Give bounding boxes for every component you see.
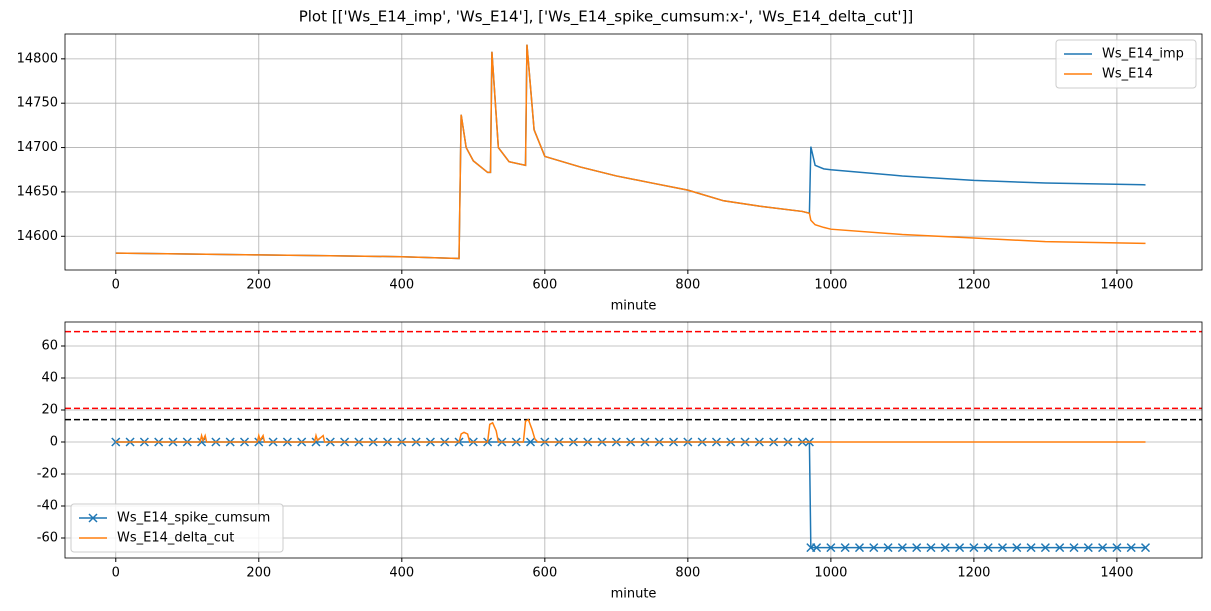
x-tick-label: 0: [112, 566, 120, 581]
legend-box: [70, 503, 284, 553]
x-tick-label: 1000: [814, 278, 847, 293]
y-tick-label: 14600: [17, 229, 58, 244]
marker: [1026, 543, 1036, 553]
marker: [1012, 543, 1022, 553]
legend: Ws_E14_imp Ws_E14: [1055, 39, 1197, 89]
legend-label: Ws_E14: [1102, 67, 1153, 82]
x-tick-label: 400: [389, 278, 414, 293]
marker: [869, 543, 879, 553]
plot-marks: [115, 44, 1146, 260]
marker: [1126, 543, 1136, 553]
x-tick-label: 200: [246, 278, 271, 293]
series-line: [115, 418, 1146, 443]
marker: [1098, 543, 1108, 553]
x-axis-label: minute: [611, 587, 657, 602]
marker: [912, 543, 922, 553]
x-tick-label: 400: [389, 566, 414, 581]
x-tick-label: 1400: [1100, 566, 1133, 581]
marker: [926, 543, 936, 553]
x-axis-label: minute: [611, 299, 657, 314]
x-tick-label: 1200: [957, 566, 990, 581]
x-tick-label: 1200: [957, 278, 990, 293]
marker: [1112, 543, 1122, 553]
axes-frame: [64, 321, 1203, 559]
legend-label: Ws_E14_delta_cut: [117, 531, 234, 546]
axes: 0 200 400 600 800 1000 1200 1400 14600 14650 14700…: [17, 33, 1203, 314]
marker: [854, 543, 865, 553]
y-tick-label: 14700: [17, 140, 58, 155]
marker: [955, 543, 965, 553]
y-tick-label: 40: [41, 371, 58, 386]
legend: Ws_E14_spike_cumsum Ws_E14_delta_cut: [70, 503, 284, 553]
y-tick-label: 14800: [17, 51, 58, 66]
figure-title: Plot [['Ws_E14_imp', 'Ws_E14'], ['Ws_E14…: [299, 8, 914, 27]
y-tick-label: 14650: [17, 184, 58, 199]
series-line: [115, 44, 1146, 260]
y-tick-label: 14750: [17, 96, 58, 111]
marker: [969, 543, 979, 553]
marker: [897, 543, 907, 553]
x-tick-label: 1000: [814, 566, 847, 581]
marker: [1040, 543, 1050, 553]
x-tick-label: 1400: [1100, 278, 1133, 293]
marker: [1140, 543, 1151, 553]
legend-label: Ws_E14_spike_cumsum: [117, 511, 270, 526]
y-tick-label: -60: [37, 531, 58, 546]
marker: [983, 543, 993, 553]
marker: [1083, 543, 1093, 553]
x-tick-label: 0: [112, 278, 120, 293]
y-tick-label: -40: [37, 499, 58, 514]
legend-label: Ws_E14_imp: [1102, 47, 1184, 62]
y-tick-label: 60: [41, 339, 58, 354]
x-tick-label: 600: [532, 566, 557, 581]
marker: [940, 543, 950, 553]
legend-box: [1055, 39, 1197, 89]
marker: [1055, 543, 1065, 553]
x-tick-label: 800: [675, 278, 700, 293]
marker: [826, 543, 836, 553]
y-tick-label: 0: [50, 435, 58, 450]
axes-frame: [64, 33, 1203, 271]
axes: 0 200 400 600 800 1000 1200 1400 -60 -40 -20 0 20 40 6…: [37, 321, 1203, 602]
x-tick-label: 800: [675, 566, 700, 581]
x-tick-label: 200: [246, 566, 271, 581]
marker: [812, 543, 822, 553]
marker: [525, 437, 536, 447]
marker: [840, 543, 850, 553]
plot-marks: [111, 418, 1151, 553]
legend-marker: [88, 513, 98, 523]
x-tick-label: 600: [532, 278, 557, 293]
marker: [883, 543, 893, 553]
y-tick-label: -20: [37, 467, 58, 482]
marker: [1069, 543, 1079, 553]
plot-area: [65, 34, 1202, 270]
marker: [997, 543, 1008, 553]
y-tick-label: 20: [41, 403, 58, 418]
